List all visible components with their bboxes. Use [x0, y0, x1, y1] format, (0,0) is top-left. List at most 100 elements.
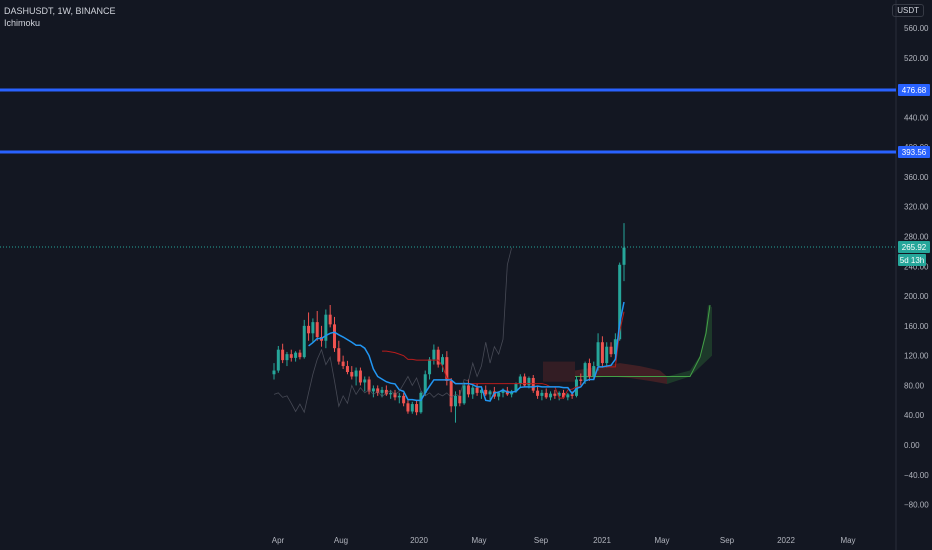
y-tick-label: 320.00 [904, 203, 929, 212]
candle-body[interactable] [406, 403, 410, 412]
candle-body[interactable] [557, 392, 561, 396]
horizontal-level-badge [898, 84, 930, 97]
candle-body[interactable] [587, 363, 591, 377]
candle-body[interactable] [298, 352, 302, 358]
candle-body[interactable] [436, 349, 440, 365]
candle-body[interactable] [475, 387, 479, 393]
candle-body[interactable] [410, 404, 414, 412]
candle-body[interactable] [358, 370, 362, 383]
candle-body[interactable] [462, 385, 466, 404]
candle-body[interactable] [350, 372, 354, 377]
candle-body[interactable] [592, 366, 596, 377]
candle-body[interactable] [354, 370, 358, 377]
indicator-label[interactable]: Ichimoku [4, 18, 41, 28]
candle-body[interactable] [609, 346, 613, 355]
candle-body[interactable] [393, 392, 397, 398]
candle-body[interactable] [445, 357, 449, 381]
x-tick-label: May [471, 536, 486, 545]
x-tick-label: Sep [720, 536, 735, 545]
candle-body[interactable] [501, 390, 505, 393]
y-tick-label: 280.00 [904, 233, 929, 242]
candle-body[interactable] [423, 374, 427, 393]
candle-body[interactable] [618, 264, 622, 340]
y-tick-label: −80.00 [904, 501, 929, 510]
candle-body[interactable] [441, 357, 445, 365]
candle-body[interactable] [302, 325, 306, 358]
ichimoku-base-line [382, 311, 625, 399]
candle-body[interactable] [600, 342, 604, 364]
candle-body[interactable] [553, 393, 557, 396]
candle-body[interactable] [363, 379, 367, 383]
candle-body[interactable] [397, 395, 401, 398]
candle-body[interactable] [389, 392, 393, 395]
candle-body[interactable] [549, 393, 553, 398]
candle-body[interactable] [311, 322, 315, 334]
candle-body[interactable] [281, 349, 285, 361]
candle-body[interactable] [566, 394, 570, 398]
candle-body[interactable] [328, 314, 332, 325]
candle-body[interactable] [531, 377, 535, 391]
candle-body[interactable] [376, 388, 380, 393]
y-tick-label: 40.00 [904, 411, 925, 420]
candle-body[interactable] [514, 383, 518, 392]
candle-body[interactable] [449, 380, 453, 407]
candle-body[interactable] [479, 389, 483, 393]
candle-body[interactable] [544, 392, 548, 398]
candle-body[interactable] [380, 389, 384, 393]
candle-body[interactable] [367, 379, 371, 392]
candle-body[interactable] [315, 322, 319, 338]
candle-body[interactable] [583, 363, 587, 381]
candle-body[interactable] [337, 348, 341, 362]
candle-body[interactable] [466, 385, 470, 395]
y-tick-label: 120.00 [904, 352, 929, 361]
candle-body[interactable] [428, 359, 432, 375]
candle-body[interactable] [432, 349, 436, 360]
candle-body[interactable] [294, 352, 298, 358]
y-tick-label: 240.00 [904, 262, 929, 271]
countdown-label: 5d 13h [900, 256, 924, 265]
candle-body[interactable] [596, 342, 600, 367]
currency-label[interactable]: USDT [892, 4, 924, 17]
y-tick-label: 440.00 [904, 113, 929, 122]
candle-body[interactable] [497, 392, 501, 397]
x-tick-label: 2022 [777, 536, 795, 545]
candle-body[interactable] [276, 349, 280, 371]
candle-body[interactable] [384, 389, 388, 395]
candle-body[interactable] [518, 376, 522, 384]
candle-body[interactable] [471, 387, 475, 395]
candle-body[interactable] [579, 379, 583, 381]
candle-body[interactable] [453, 395, 457, 407]
candle-body[interactable] [419, 392, 423, 413]
candle-body[interactable] [622, 247, 626, 265]
candle-body[interactable] [371, 388, 375, 392]
candle-body[interactable] [523, 376, 527, 386]
symbol-title[interactable]: DASHUSDT, 1W, BINANCE [4, 6, 116, 16]
candle-body[interactable] [562, 392, 566, 398]
candle-body[interactable] [527, 377, 531, 386]
horizontal-level-label: 476.68 [902, 86, 927, 95]
candle-body[interactable] [570, 394, 574, 396]
candle-body[interactable] [613, 339, 617, 355]
y-tick-label: 360.00 [904, 173, 929, 182]
candle-body[interactable] [458, 395, 462, 404]
candle-body[interactable] [540, 392, 544, 396]
candle-body[interactable] [272, 370, 276, 375]
candle-body[interactable] [341, 361, 345, 367]
candle-body[interactable] [307, 325, 311, 334]
candle-body[interactable] [415, 404, 419, 413]
y-tick-label: 160.00 [904, 322, 929, 331]
ichimoku-conversion-line [308, 301, 625, 402]
candle-body[interactable] [536, 390, 540, 396]
candle-body[interactable] [345, 366, 349, 373]
candle-body[interactable] [285, 354, 289, 361]
x-tick-label: May [654, 536, 669, 545]
candle-body[interactable] [289, 354, 293, 358]
candle-body[interactable] [484, 389, 488, 395]
candle-body[interactable] [402, 395, 406, 404]
candle-body[interactable] [488, 391, 492, 395]
candle-body[interactable] [324, 314, 328, 341]
x-tick-label: Sep [534, 536, 549, 545]
candle-body[interactable] [332, 324, 336, 349]
candle-body[interactable] [605, 346, 609, 364]
